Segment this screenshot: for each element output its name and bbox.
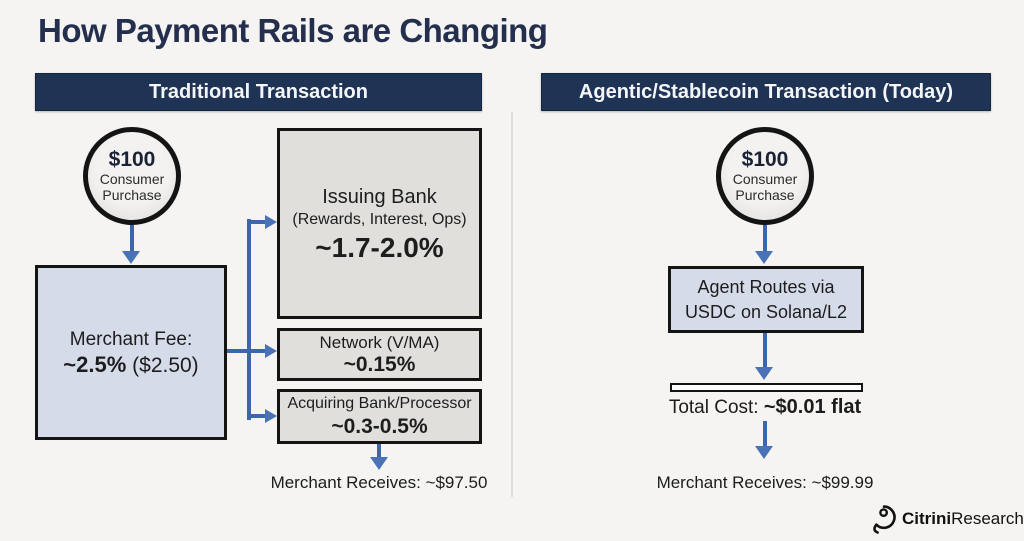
circle-label-line1: Consumer [99, 170, 165, 187]
purchase-amount: $100 [108, 147, 156, 171]
citrini-logo-icon [873, 504, 896, 534]
arrow-down-icon [122, 251, 140, 264]
flow-connector [227, 349, 265, 353]
agent-routes-box: Agent Routes via USDC on Solana/L2 [668, 266, 864, 333]
arrow-down-icon [763, 333, 767, 368]
arrow-down-icon [130, 225, 134, 252]
arrow-down-icon [755, 251, 773, 264]
brand-name: CitriniResearch [902, 509, 1024, 528]
total-cost-text: Total Cost: ~$0.01 flat [668, 396, 862, 418]
merchant-receives-right: Merchant Receives: ~$99.99 [656, 473, 874, 492]
network-fee: ~0.15% [343, 353, 416, 377]
arrow-down-icon [377, 444, 381, 458]
circle-label-line2: Purchase [735, 187, 795, 204]
arrow-down-icon [763, 421, 767, 447]
acquiring-bank-title: Acquiring Bank/Processor [287, 395, 472, 413]
circle-label-line2: Purchase [102, 187, 162, 204]
circle-label-line1: Consumer [732, 170, 798, 187]
merchant-fee-box: Merchant Fee: ~2.5% ($2.50) [35, 265, 227, 440]
left-panel-header: Traditional Transaction [35, 73, 482, 111]
arrow-right-icon [247, 414, 265, 418]
merchant-fee-value: ~2.5% ($2.50) [63, 352, 199, 378]
right-panel-header: Agentic/Stablecoin Transaction (Today) [541, 73, 991, 111]
agent-routes-line1: Agent Routes via [697, 277, 835, 298]
arrow-right-icon [265, 344, 277, 358]
issuing-bank-fee: ~1.7-2.0% [315, 231, 444, 263]
merchant-receives-left: Merchant Receives: ~$97.50 [270, 473, 488, 492]
issuing-bank-box: Issuing Bank (Rewards, Interest, Ops) ~1… [277, 128, 482, 319]
acquiring-bank-fee: ~0.3-0.5% [331, 414, 428, 438]
purchase-amount: $100 [741, 147, 789, 171]
flow-connector [247, 219, 251, 420]
arrow-right-icon [265, 409, 277, 423]
consumer-purchase-circle-right: $100 Consumer Purchase [716, 127, 814, 225]
arrow-down-icon [370, 457, 388, 470]
arrow-right-icon [247, 220, 265, 224]
issuing-bank-subtitle: (Rewards, Interest, Ops) [292, 210, 467, 228]
acquiring-bank-box: Acquiring Bank/Processor ~0.3-0.5% [277, 389, 482, 444]
agent-routes-line2: USDC on Solana/L2 [684, 301, 848, 322]
network-box: Network (V/MA) ~0.15% [277, 328, 482, 381]
panel-divider [511, 112, 513, 497]
settlement-rail-bar [670, 383, 863, 392]
arrow-down-icon [763, 225, 767, 252]
consumer-purchase-circle-left: $100 Consumer Purchase [83, 127, 181, 225]
brand-logo: CitriniResearch [870, 504, 1024, 534]
arrow-down-icon [755, 446, 773, 459]
page-title: How Payment Rails are Changing [38, 12, 548, 49]
network-title: Network (V/MA) [319, 332, 440, 352]
arrow-down-icon [755, 367, 773, 380]
merchant-fee-label: Merchant Fee: [69, 328, 193, 350]
arrow-right-icon [265, 215, 277, 229]
issuing-bank-title: Issuing Bank [322, 185, 437, 208]
